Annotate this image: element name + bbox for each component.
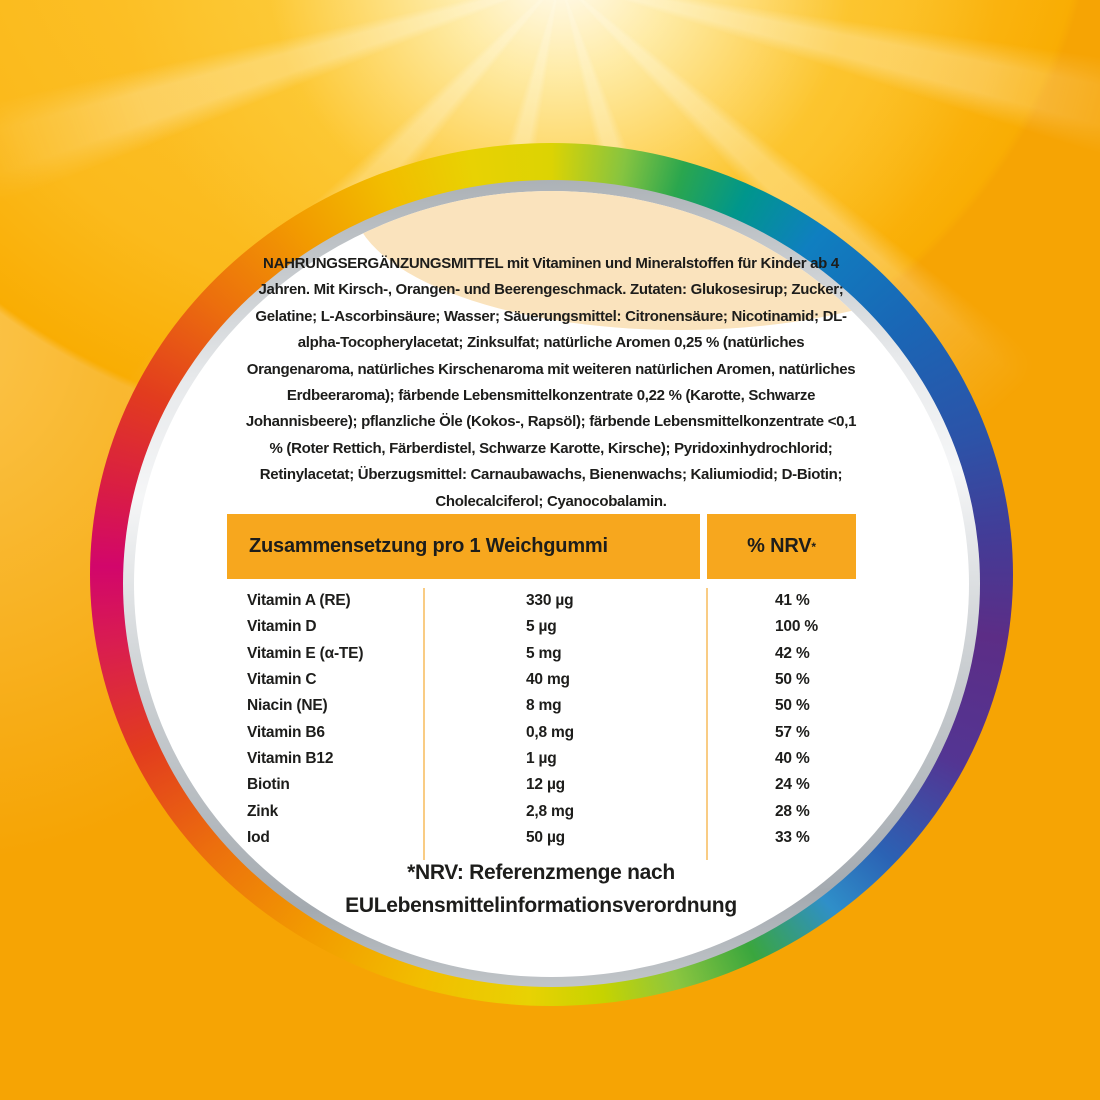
nutrient-name: Biotin: [247, 776, 290, 794]
table-header-nrv: % NRV *: [707, 514, 856, 579]
nutrient-name: Vitamin B6: [247, 723, 325, 741]
table-header-nrv-label: % NRV: [747, 535, 812, 557]
table-row: Zink 2,8 mg 28 %: [227, 798, 856, 824]
nutrient-nrv: 28 %: [775, 802, 810, 820]
nutrient-nrv: 50 %: [775, 697, 810, 715]
nutrient-amount: 0,8 mg: [526, 723, 574, 741]
table-row: Vitamin C 40 mg 50 %: [227, 667, 856, 693]
nutrient-name: Iod: [247, 828, 270, 846]
nutrient-nrv: 24 %: [775, 776, 810, 794]
nrv-footnote-line1: *NRV: Referenzmenge nach: [407, 861, 675, 884]
rainbow-ring: [90, 143, 1013, 1006]
nutrient-name: Niacin (NE): [247, 697, 328, 715]
nutrient-nrv: 42 %: [775, 644, 810, 662]
column-divider-1: [423, 588, 425, 860]
table-row: Vitamin B6 0,8 mg 57 %: [227, 719, 856, 745]
nutrient-amount: 5 µg: [526, 618, 557, 636]
nutrient-nrv: 33 %: [775, 828, 810, 846]
nutrient-amount: 5 mg: [526, 644, 562, 662]
nrv-footnote: *NRV: Referenzmenge nach EULebensmitteli…: [311, 856, 771, 922]
table-row: Vitamin E (α-TE) 5 mg 42 %: [227, 641, 856, 667]
table-row: Vitamin D 5 µg 100 %: [227, 614, 856, 640]
nutrient-amount: 1 µg: [526, 749, 557, 767]
nutrient-amount: 50 µg: [526, 828, 565, 846]
nutrient-nrv: 41 %: [775, 592, 810, 610]
nutrient-name: Vitamin A (RE): [247, 592, 351, 610]
nutrient-name: Vitamin D: [247, 618, 317, 636]
table-row: Niacin (NE) 8 mg 50 %: [227, 693, 856, 719]
silver-rim: [123, 180, 980, 987]
table-header-composition: Zusammensetzung pro 1 Weichgummi: [227, 514, 700, 579]
nutrient-amount: 12 µg: [526, 776, 565, 794]
nutrient-amount: 40 mg: [526, 671, 570, 689]
column-divider-2: [706, 588, 708, 860]
inner-circle: [134, 191, 969, 977]
nutrient-nrv: 100 %: [775, 618, 818, 636]
nutrient-amount: 2,8 mg: [526, 802, 574, 820]
table-row: Vitamin A (RE) 330 µg 41 %: [227, 588, 856, 614]
nrv-footnote-line2: EULebensmittelinformationsverordnung: [345, 894, 737, 917]
nutrient-nrv: 40 %: [775, 749, 810, 767]
nutrient-name: Vitamin C: [247, 671, 317, 689]
nutrient-nrv: 57 %: [775, 723, 810, 741]
nutrient-amount: 330 µg: [526, 592, 574, 610]
table-header-composition-label: Zusammensetzung pro 1 Weichgummi: [249, 535, 608, 557]
nutrient-name: Zink: [247, 802, 279, 820]
nutrient-name: Vitamin B12: [247, 749, 334, 767]
nutrient-nrv: 50 %: [775, 671, 810, 689]
table-row: Biotin 12 µg 24 %: [227, 772, 856, 798]
table-row: Vitamin B12 1 µg 40 %: [227, 746, 856, 772]
composition-table: Vitamin A (RE) 330 µg 41 % Vitamin D 5 µ…: [227, 588, 856, 851]
nutrient-amount: 8 mg: [526, 697, 562, 715]
table-row: Iod 50 µg 33 %: [227, 825, 856, 851]
ingredients-text: NAHRUNGSERGÄNZUNGSMITTEL mit Vitaminen u…: [245, 255, 857, 510]
nutrient-name: Vitamin E (α-TE): [247, 644, 364, 662]
